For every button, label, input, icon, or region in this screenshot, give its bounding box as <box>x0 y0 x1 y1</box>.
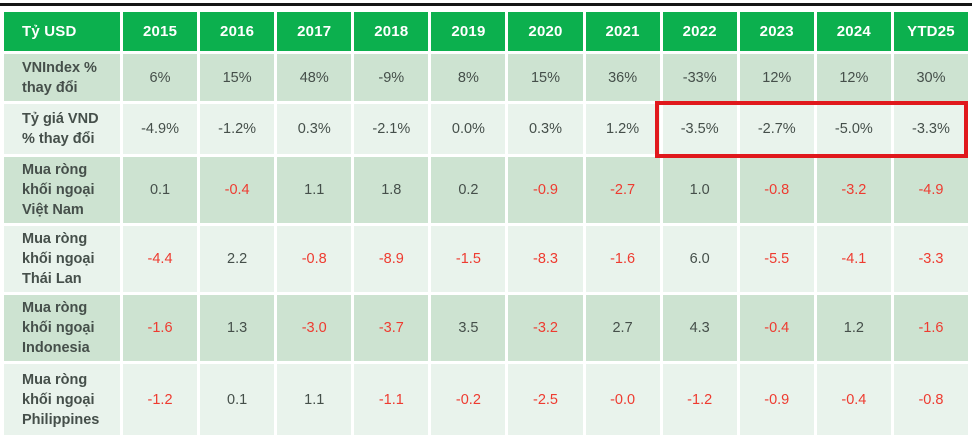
table-cell: 1.0 <box>662 157 737 223</box>
top-divider-line <box>0 3 972 6</box>
row-label: Mua ròng khối ngoại Philippines <box>4 364 120 435</box>
table-cell: 1.3 <box>200 295 275 361</box>
table-cell: 15% <box>200 54 275 101</box>
table-cell: -1.2% <box>200 104 275 154</box>
row-label: Mua ròng khối ngoại Việt Nam <box>4 157 120 223</box>
table-cell: 15% <box>508 54 583 101</box>
data-table: Tỷ USD 2015 2016 2017 2018 2019 2020 2021 2022 20… <box>4 12 968 435</box>
table-cell: 1.2% <box>585 104 660 154</box>
table-cell: -3.2 <box>508 295 583 361</box>
header-cell-year: 2021 <box>585 12 660 51</box>
table-cell: 48% <box>277 54 352 101</box>
table-cell: -3.7 <box>354 295 429 361</box>
table-cell: 0.2 <box>431 157 506 223</box>
table-cell: -4.4 <box>123 226 198 292</box>
table-cell: -2.7 <box>585 157 660 223</box>
table-cell: 30% <box>893 54 968 101</box>
table-cell: -3.5% <box>662 104 737 154</box>
table-cell: 1.2 <box>816 295 891 361</box>
table-cell: 2.2 <box>200 226 275 292</box>
table-cell: 6% <box>123 54 198 101</box>
table-cell: -33% <box>662 54 737 101</box>
table-cell: -5.5 <box>739 226 814 292</box>
table-cell: -2.1% <box>354 104 429 154</box>
table-cell: -3.0 <box>277 295 352 361</box>
table-cell: -1.1 <box>354 364 429 435</box>
table-cell: -0.4 <box>200 157 275 223</box>
table-cell: -1.6 <box>123 295 198 361</box>
table-cell: -3.3% <box>893 104 968 154</box>
table-cell: -0.8 <box>739 157 814 223</box>
table-cell: 1.1 <box>277 157 352 223</box>
table-cell: 1.8 <box>354 157 429 223</box>
table-cell: -0.4 <box>739 295 814 361</box>
table-cell: -4.9 <box>893 157 968 223</box>
header-cell-year: 2015 <box>123 12 198 51</box>
table-cell: 3.5 <box>431 295 506 361</box>
header-cell-year: 2023 <box>739 12 814 51</box>
table-cell: 8% <box>431 54 506 101</box>
table-cell: -1.2 <box>123 364 198 435</box>
header-cell-year: 2020 <box>508 12 583 51</box>
header-cell-year: 2016 <box>200 12 275 51</box>
table-cell: 1.1 <box>277 364 352 435</box>
table-cell: 0.3% <box>277 104 352 154</box>
table-cell: -9% <box>354 54 429 101</box>
table-cell: -0.9 <box>508 157 583 223</box>
table-cell: -8.3 <box>508 226 583 292</box>
header-cell-year: YTD25 <box>893 12 968 51</box>
header-cell-year: 2022 <box>662 12 737 51</box>
table-cell: -3.3 <box>893 226 968 292</box>
table-cell: 12% <box>739 54 814 101</box>
header-cell-year: 2017 <box>277 12 352 51</box>
table-cell: -4.9% <box>123 104 198 154</box>
table-cell: 0.1 <box>123 157 198 223</box>
table-cell: -1.6 <box>585 226 660 292</box>
table-cell: -1.2 <box>662 364 737 435</box>
header-cell-year: 2019 <box>431 12 506 51</box>
table-cell: -5.0% <box>816 104 891 154</box>
table-cell: 6.0 <box>662 226 737 292</box>
table-cell: -2.5 <box>508 364 583 435</box>
row-label: Mua ròng khối ngoại Indonesia <box>4 295 120 361</box>
table-cell: -0.2 <box>431 364 506 435</box>
table-cell: 0.1 <box>200 364 275 435</box>
table-cell: 0.0% <box>431 104 506 154</box>
row-label: Mua ròng khối ngoại Thái Lan <box>4 226 120 292</box>
header-cell-year: 2024 <box>816 12 891 51</box>
row-label: Tỷ giá VND % thay đổi <box>4 104 120 154</box>
table-cell: 12% <box>816 54 891 101</box>
header-cell-unit: Tỷ USD <box>4 12 120 51</box>
table-cell: -2.7% <box>739 104 814 154</box>
table-cell: -1.6 <box>893 295 968 361</box>
table-cell: -0.8 <box>893 364 968 435</box>
table-cell: -0.9 <box>739 364 814 435</box>
header-cell-year: 2018 <box>354 12 429 51</box>
table-cell: -1.5 <box>431 226 506 292</box>
table-cell: -0.8 <box>277 226 352 292</box>
table-cell: -0.4 <box>816 364 891 435</box>
table-cell: -4.1 <box>816 226 891 292</box>
table-cell: -0.0 <box>585 364 660 435</box>
table-cell: 4.3 <box>662 295 737 361</box>
table-cell: -3.2 <box>816 157 891 223</box>
table-cell: 0.3% <box>508 104 583 154</box>
row-label: VNIndex % thay đổi <box>4 54 120 101</box>
table-cell: -8.9 <box>354 226 429 292</box>
table-cell: 36% <box>585 54 660 101</box>
table-cell: 2.7 <box>585 295 660 361</box>
